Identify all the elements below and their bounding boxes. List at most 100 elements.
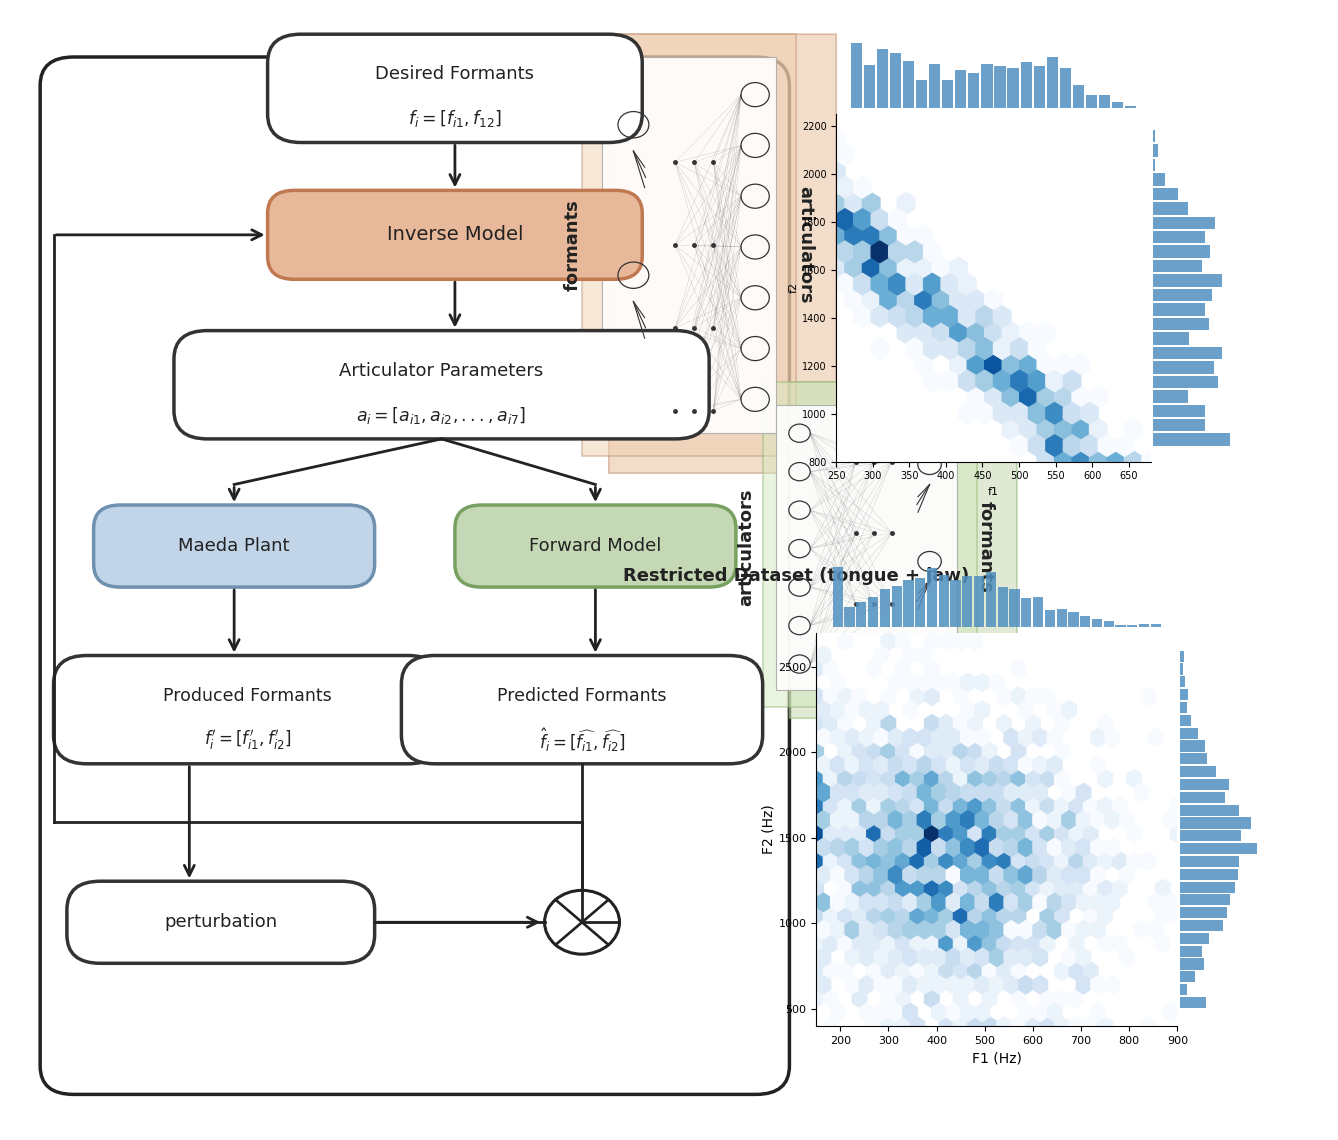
Bar (1153, 318, 1208, 331)
Bar (1153, 158, 1155, 171)
Bar (939, 576, 949, 627)
Bar (1153, 347, 1222, 359)
Bar (917, 80, 927, 108)
Bar (1139, 625, 1149, 627)
Bar (1180, 715, 1191, 726)
Text: Produced Formants: Produced Formants (163, 686, 332, 705)
Bar (1060, 67, 1070, 108)
Text: $f_i = [f_{i1},f_{12}]$: $f_i = [f_{i1},f_{12}]$ (408, 108, 502, 129)
Bar (1180, 676, 1185, 687)
Text: Forward Model: Forward Model (530, 537, 661, 555)
Bar (1045, 610, 1054, 627)
Bar (1153, 173, 1165, 186)
Text: articulators: articulators (737, 488, 756, 606)
X-axis label: F1 (Hz): F1 (Hz) (971, 1051, 1022, 1065)
Polygon shape (609, 34, 836, 507)
Text: Inverse Model: Inverse Model (387, 226, 523, 244)
FancyBboxPatch shape (54, 656, 442, 764)
Bar (1180, 779, 1230, 790)
Bar (1180, 663, 1183, 675)
Bar (1116, 625, 1125, 627)
Bar (1112, 101, 1124, 108)
Bar (1180, 702, 1187, 712)
Bar (1073, 86, 1084, 108)
FancyBboxPatch shape (455, 505, 736, 587)
Bar (1180, 740, 1206, 751)
Bar (1153, 188, 1177, 200)
Bar (1151, 624, 1161, 627)
Bar (1153, 420, 1206, 431)
Bar (994, 66, 1006, 108)
Bar (1008, 67, 1018, 108)
Text: Predicted Formants: Predicted Formants (498, 686, 666, 705)
Text: Maeda Plant: Maeda Plant (178, 537, 290, 555)
FancyBboxPatch shape (776, 405, 957, 690)
Bar (1180, 881, 1235, 893)
Bar (1180, 984, 1187, 995)
Bar (1180, 689, 1188, 700)
FancyBboxPatch shape (67, 881, 375, 963)
Bar (903, 60, 914, 108)
Bar (974, 576, 985, 627)
Bar (1153, 376, 1219, 388)
Y-axis label: f2: f2 (789, 283, 799, 293)
Bar (1180, 946, 1202, 956)
Text: Desired Formants: Desired Formants (376, 65, 534, 83)
FancyBboxPatch shape (174, 331, 709, 439)
Bar (1180, 842, 1256, 854)
Bar (1021, 598, 1032, 627)
FancyBboxPatch shape (268, 190, 642, 279)
Bar (1153, 390, 1188, 402)
Bar (986, 571, 995, 627)
Bar (1180, 791, 1224, 803)
Bar (863, 65, 875, 108)
Bar (1180, 754, 1207, 764)
Bar (1153, 245, 1211, 258)
Polygon shape (582, 34, 796, 456)
FancyBboxPatch shape (401, 656, 763, 764)
Bar (1033, 597, 1044, 627)
Bar (1153, 231, 1206, 244)
Bar (856, 602, 867, 627)
Bar (1153, 288, 1212, 301)
Bar (1153, 202, 1188, 214)
Bar (1153, 130, 1155, 142)
Bar (1153, 260, 1202, 272)
Bar (1153, 433, 1230, 446)
Bar (844, 608, 855, 627)
Bar (1080, 616, 1090, 627)
Bar (927, 568, 937, 627)
Bar (1057, 609, 1066, 627)
Bar (1009, 589, 1020, 627)
Text: $a_i = [a_{i1}, a_{i2}, ..., a_{i7}]$: $a_i = [a_{i1}, a_{i2}, ..., a_{i7}]$ (356, 405, 527, 425)
Text: $f_i^{\prime} = [f_{i1}^{\prime},f_{i2}^{\prime}]$: $f_i^{\prime} = [f_{i1}^{\prime},f_{i2}^… (203, 728, 292, 752)
Bar (1153, 405, 1206, 417)
Bar (903, 580, 914, 627)
Bar (1180, 907, 1227, 919)
FancyBboxPatch shape (268, 34, 642, 142)
Bar (929, 64, 941, 108)
Bar (1180, 998, 1207, 1008)
Bar (1086, 95, 1097, 108)
Text: formants: formants (977, 502, 995, 593)
Bar (832, 568, 843, 627)
Bar (1127, 625, 1137, 627)
Polygon shape (763, 382, 977, 707)
Bar (876, 49, 888, 108)
Bar (1068, 612, 1078, 627)
FancyBboxPatch shape (602, 57, 776, 433)
Bar (1180, 830, 1240, 841)
Bar (1153, 303, 1206, 316)
Bar (998, 587, 1008, 627)
Text: $\hat{f}_i = [\widehat{f_{i1}},\widehat{f_{i2}}]$: $\hat{f}_i = [\widehat{f_{i1}},\widehat{… (539, 726, 625, 754)
Bar (1034, 66, 1045, 108)
Text: perturbation: perturbation (165, 913, 277, 931)
Bar (1104, 621, 1113, 627)
Bar (1153, 145, 1159, 156)
Bar (891, 586, 902, 627)
Bar (1180, 817, 1251, 829)
Bar (1092, 619, 1103, 627)
Bar (1153, 275, 1222, 287)
Bar (1153, 217, 1215, 229)
Bar (1180, 971, 1195, 983)
